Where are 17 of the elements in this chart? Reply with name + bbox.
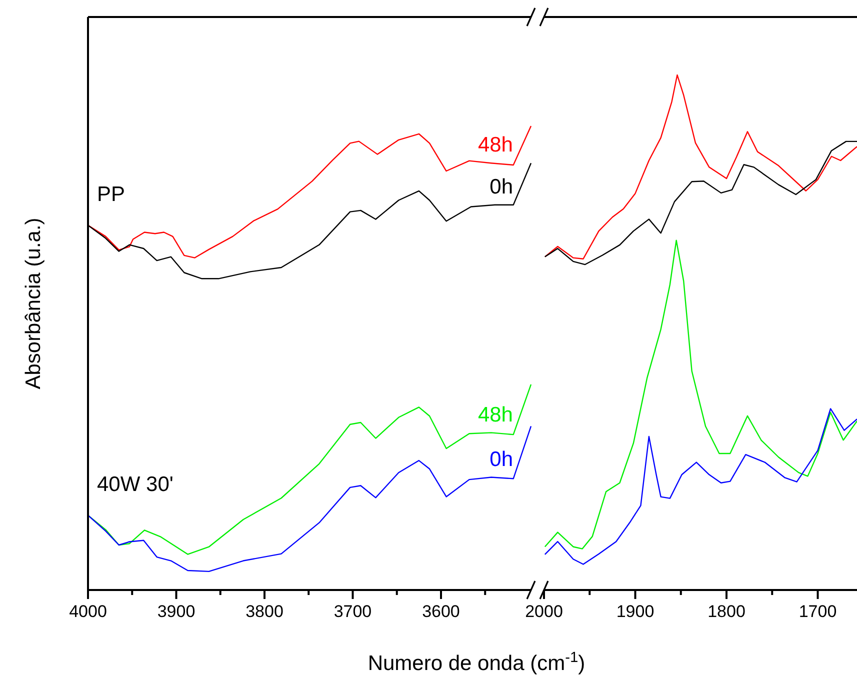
series-label: 0h — [490, 448, 513, 471]
x-tick-label: 3700 — [334, 602, 372, 621]
y-axis-title: Absorbância (u.a.) — [22, 218, 45, 390]
x-tick-label: 4000 — [69, 602, 107, 621]
series-label: 0h — [490, 175, 513, 198]
x-tick-label: 3600 — [422, 602, 460, 621]
series-label: 48h — [478, 134, 513, 157]
x-tick-label: 2000 — [525, 602, 563, 621]
x-tick-label: 3900 — [157, 602, 196, 621]
annotation: PP — [97, 182, 126, 206]
x-tick-label: 1800 — [708, 602, 746, 621]
x-tick-label: 3800 — [246, 602, 284, 621]
annotation: 40W 30' — [97, 472, 174, 496]
series-label: 48h — [478, 403, 513, 426]
x-tick-label: 1700 — [798, 602, 837, 621]
x-tick-label: 1900 — [616, 602, 654, 621]
x-axis-title: Numero de onda (cm$^{-1}$) — [368, 650, 586, 675]
